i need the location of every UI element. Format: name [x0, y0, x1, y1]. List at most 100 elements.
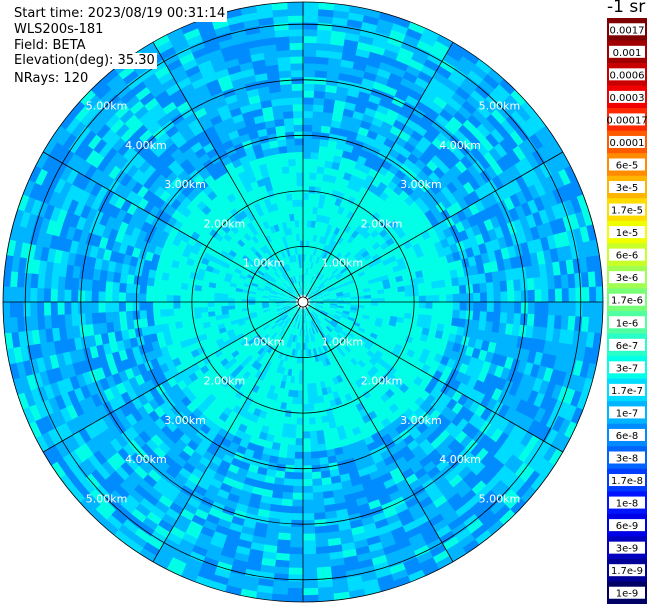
ppi-cell	[334, 261, 343, 269]
ppi-cell	[350, 299, 359, 303]
ppi-cell	[357, 298, 365, 303]
ppi-cell	[557, 418, 572, 437]
ppi-cell	[498, 450, 514, 467]
ppi-cell	[236, 280, 245, 287]
ppi-cell	[288, 286, 294, 293]
ppi-cell	[519, 466, 536, 484]
ppi-cell	[529, 252, 540, 267]
ppi-cell	[53, 339, 63, 355]
ppi-cell	[241, 304, 249, 309]
ppi-cell	[178, 123, 193, 137]
ppi-cell	[328, 174, 338, 184]
ppi-cell	[289, 526, 303, 535]
ppi-cell	[294, 268, 298, 276]
ppi-cell	[306, 315, 310, 323]
ppi-cell	[370, 554, 388, 567]
ppi-cell	[452, 302, 461, 311]
ppi-cell	[373, 257, 383, 266]
ppi-cell	[194, 146, 207, 159]
ppi-cell	[474, 173, 487, 188]
ppi-cell	[146, 276, 155, 287]
ppi-cell	[139, 309, 147, 320]
ppi-cell	[553, 274, 563, 290]
ppi-cell	[485, 475, 502, 492]
ppi-cell	[439, 173, 453, 187]
ppi-cell	[452, 461, 468, 476]
ppi-cell	[282, 296, 290, 300]
ppi-cell	[275, 305, 283, 308]
ppi-cell	[365, 271, 374, 278]
ppi-cell	[370, 305, 379, 311]
ppi-cell	[316, 436, 326, 446]
ppi-cell	[138, 292, 147, 302]
ppi-cell	[181, 275, 190, 284]
ppi-cell	[121, 442, 136, 458]
ppi-cell	[287, 277, 293, 285]
ppi-cell	[510, 89, 528, 107]
ppi-cell	[271, 181, 280, 190]
ppi-cell	[89, 98, 107, 115]
ppi-cell	[260, 389, 269, 398]
ppi-cell	[315, 307, 323, 312]
ppi-cell	[186, 295, 195, 302]
ppi-cell	[432, 71, 449, 86]
ppi-cell	[319, 285, 327, 291]
ppi-cell	[166, 308, 175, 317]
ppi-cell	[520, 278, 529, 292]
ppi-cell	[339, 246, 347, 255]
ppi-cell	[98, 321, 108, 335]
ppi-cell	[165, 562, 184, 577]
ppi-cell	[357, 295, 365, 300]
ppi-cell	[363, 267, 373, 275]
ppi-cell	[310, 320, 315, 329]
ppi-cell	[37, 328, 48, 344]
ppi-cell	[111, 217, 123, 232]
ppi-cell	[194, 575, 213, 588]
ppi-cell	[276, 456, 287, 466]
ppi-cell	[338, 163, 348, 173]
ppi-cell	[507, 290, 515, 303]
ppi-cell	[491, 414, 505, 430]
ppi-cell	[278, 311, 286, 316]
ppi-cell	[491, 271, 501, 283]
ppi-cell	[332, 317, 340, 323]
ppi-cell	[302, 417, 310, 426]
ppi-cell	[101, 174, 115, 190]
ppi-cell	[377, 289, 385, 295]
ppi-cell	[270, 497, 283, 506]
ppi-cell	[312, 286, 318, 293]
ppi-cell	[364, 64, 380, 76]
ppi-cell	[206, 296, 215, 302]
ppi-cell	[270, 264, 278, 272]
ppi-cell	[402, 71, 419, 84]
ppi-cell	[92, 322, 101, 336]
ppi-cell	[131, 292, 140, 302]
ppi-cell	[357, 304, 365, 309]
ppi-cell	[200, 65, 216, 78]
ppi-cell	[486, 113, 502, 130]
ppi-cell	[444, 121, 460, 136]
ppi-cell	[298, 308, 302, 316]
ppi-cell	[413, 514, 430, 528]
ppi-cell	[480, 196, 493, 210]
ppi-cell	[542, 445, 558, 463]
ppi-cell	[283, 293, 291, 298]
ppi-cell	[403, 141, 417, 154]
ppi-cell	[104, 494, 121, 511]
ppi-cell	[255, 325, 263, 332]
ppi-cell	[119, 461, 135, 476]
ppi-cell	[325, 326, 333, 333]
ppi-cell	[302, 553, 317, 562]
ppi-cell	[213, 292, 222, 298]
ppi-cell	[153, 417, 167, 431]
ppi-cell	[303, 212, 308, 221]
ppi-cell	[254, 232, 263, 242]
ppi-cell	[84, 438, 99, 455]
ppi-cell	[197, 89, 213, 102]
ppi-cell	[91, 279, 100, 292]
ppi-cell	[329, 306, 338, 310]
ppi-cell	[347, 227, 356, 236]
ppi-cell	[395, 479, 409, 492]
ppi-cell	[310, 158, 319, 167]
ppi-cell	[453, 110, 469, 126]
